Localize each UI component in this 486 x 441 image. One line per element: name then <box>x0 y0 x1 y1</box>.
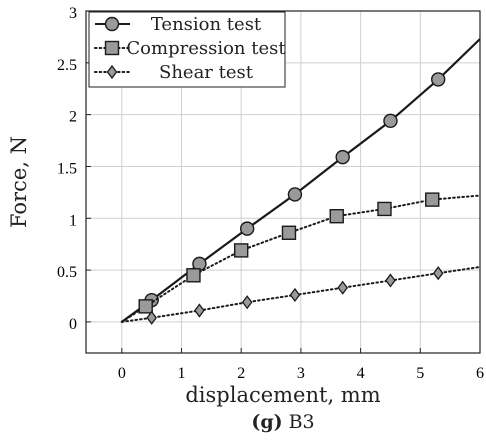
series-2-point-1 <box>194 303 205 318</box>
series-1-point-4 <box>329 208 344 224</box>
series-1-point-5 <box>377 201 392 217</box>
series-1-point-2 <box>234 243 249 258</box>
plot-frame <box>85 10 481 354</box>
legend: Tension test Compression test Shear test <box>88 11 286 88</box>
y-tick-label-4: 2 <box>69 109 77 126</box>
series-1-point-6 <box>425 192 440 207</box>
series-2-point-2 <box>241 295 253 310</box>
series-2-point-4 <box>337 280 349 295</box>
series-1-point-3 <box>281 225 297 240</box>
series-1-point-0 <box>138 299 153 314</box>
y-tick-label-1: 0.5 <box>57 264 77 281</box>
plot-frame-layer <box>85 10 481 354</box>
x-tick-label-3: 3 <box>297 365 305 382</box>
series-layer <box>120 38 481 325</box>
figure-caption: (g) B3 <box>251 411 314 433</box>
y-tick-label-0: 0 <box>69 316 77 333</box>
legend-label-2: Shear test <box>159 62 254 83</box>
series-2-point-3 <box>289 287 301 303</box>
y-tick-label-3: 1.5 <box>57 160 77 177</box>
y-axis-label: Force, N <box>7 136 31 228</box>
legend-marker-2 <box>106 64 118 80</box>
caption-label: (g) <box>251 411 282 433</box>
legend-marker-0 <box>104 16 120 32</box>
x-tick-label-6: 6 <box>476 365 484 382</box>
series-1-point-1 <box>186 268 201 283</box>
series-0-point-5 <box>383 113 398 129</box>
x-tick-label-5: 5 <box>416 365 424 382</box>
x-tick-label-1: 1 <box>178 365 186 382</box>
series-1 <box>120 192 481 323</box>
y-tick-label-5: 2.5 <box>57 57 77 74</box>
series-2-point-6 <box>432 266 444 281</box>
series-2 <box>120 266 481 325</box>
tick-labels: 0 1 2 3 4 5 6 0 0.5 1 1.5 2 2.5 3 <box>57 5 484 382</box>
caption-text: B3 <box>289 411 315 433</box>
series-0 <box>121 38 481 323</box>
legend-marker-1 <box>104 40 120 56</box>
series-0-point-4 <box>335 149 350 165</box>
x-tick-label-2: 2 <box>237 365 245 382</box>
series-2-point-0 <box>146 310 157 325</box>
legend-label-0: Tension test <box>151 14 262 35</box>
x-tick-label-4: 4 <box>357 365 365 382</box>
x-tick-label-0: 0 <box>118 365 126 382</box>
x-axis-label: displacement, mm <box>185 383 380 407</box>
series-0-point-6 <box>431 72 446 87</box>
y-tick-label-2: 1 <box>69 212 77 229</box>
series-0-point-3 <box>287 187 303 202</box>
legend-label-1: Compression test <box>126 38 286 59</box>
series-2-point-5 <box>385 273 396 288</box>
y-tick-label-6: 3 <box>69 5 77 22</box>
series-0-point-2 <box>239 221 255 236</box>
